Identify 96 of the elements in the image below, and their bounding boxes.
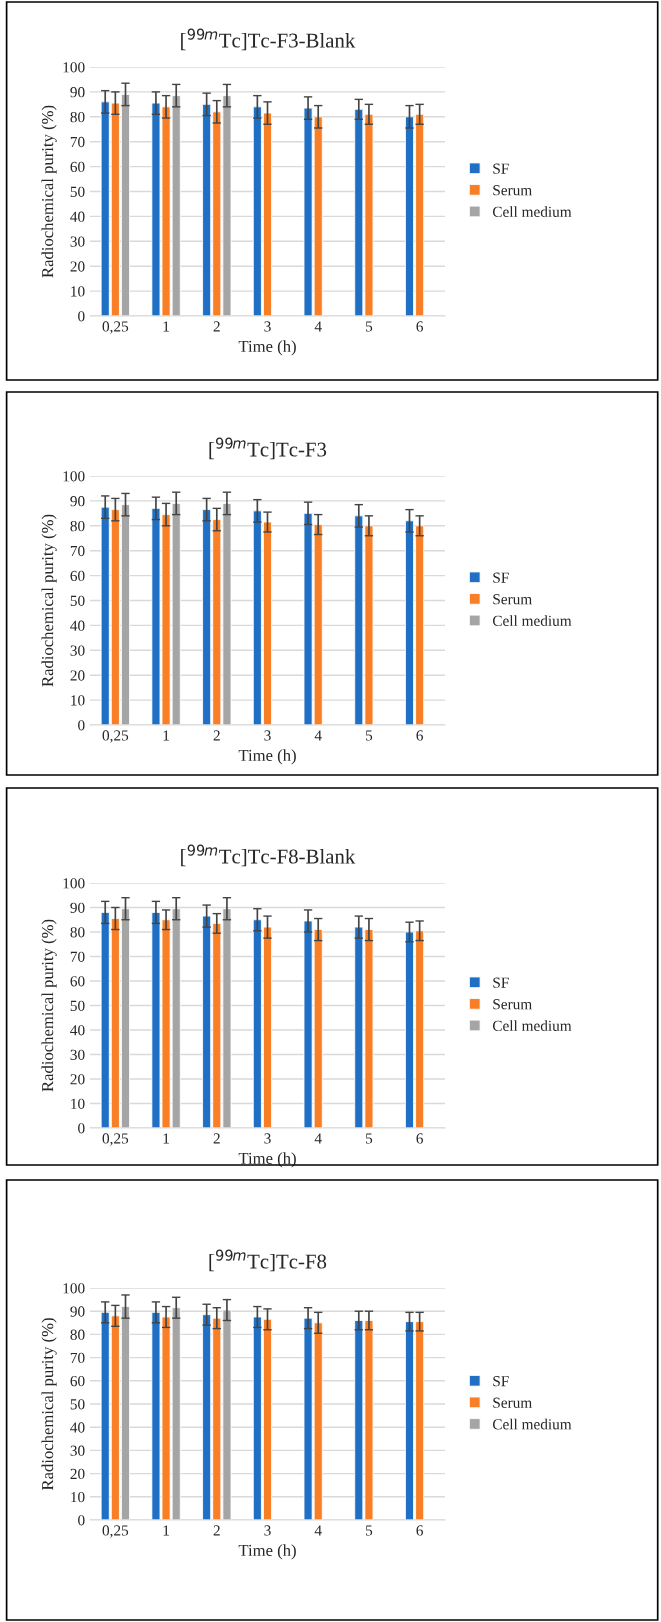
y-tick-label: 80 [70,927,85,938]
y-tick-label: 30 [70,645,85,656]
y-tick-label: 10 [71,1098,85,1109]
x-tick-label: 0,25 [102,730,129,743]
x-tick-label: 6 [416,1133,424,1144]
x-axis-title: Time (h) [238,1152,296,1168]
x-tick-label: 6 [416,730,424,741]
x-tick-label: 1 [163,730,169,741]
x-tick-label: 6 [416,321,424,332]
x-tick-label: 1 [163,321,169,332]
x-tick-label: 5 [366,1525,373,1536]
y-tick-label: 80 [70,520,85,532]
y-tick-label: 90 [70,1306,85,1317]
y-tick-label: 90 [70,87,85,98]
y-tick-label: 0 [78,1123,85,1134]
y-tick-label: 70 [70,136,85,148]
y-tick-label: 0 [78,311,85,322]
chart-title: [$^{99m}$Tc]Tc-F3 [209,437,327,460]
y-tick-label: 100 [63,471,85,482]
legend-label: Cell medium [492,1418,572,1430]
chart-title: [$^{99m}$Tc]Tc-F8 [209,1249,327,1272]
y-tick-label: 90 [70,496,85,507]
legend-label: Serum [493,185,532,196]
x-tick-label: 3 [264,1133,271,1144]
x-tick-label: 3 [264,321,271,332]
x-tick-label: 4 [314,321,322,332]
y-tick-label: 90 [70,902,85,913]
x-tick-label: 2 [213,1525,220,1536]
legend-label: Cell medium [492,615,572,626]
y-tick-label: 60 [70,161,85,173]
x-tick-label: 5 [366,730,373,741]
x-tick-label: 3 [264,730,271,741]
legend-label: SF [493,977,509,988]
y-tick-label: 50 [70,595,85,606]
y-tick-label: 100 [63,878,85,889]
chart-title: [$^{99m}$Tc]Tc-F8-Blank [181,844,356,867]
y-tick-label: 10 [71,695,85,706]
x-tick-label: 4 [314,730,322,741]
legend-label: Serum [493,999,532,1010]
y-tick-label: 70 [70,951,85,962]
y-tick-label: 60 [70,1375,85,1387]
x-tick-label: 1 [163,1525,169,1536]
y-tick-label: 20 [70,1074,85,1085]
x-axis-title: Time (h) [238,1544,296,1560]
y-tick-label: 50 [70,186,85,197]
x-tick-label: 1 [163,1133,169,1144]
x-tick-label: 0,25 [102,321,129,334]
y-tick-label: 40 [70,1422,85,1433]
x-tick-label: 4 [314,1133,322,1144]
y-tick-label: 50 [70,1000,85,1011]
y-tick-label: 0 [78,720,85,731]
legend-label: SF [493,1376,509,1387]
y-tick-label: 100 [63,62,85,73]
legend-label: Serum [493,1397,532,1408]
x-tick-label: 0,25 [102,1525,129,1538]
x-tick-label: 2 [213,321,220,332]
y-tick-label: 20 [70,261,85,272]
legend-label: SF [493,572,509,583]
y-tick-label: 40 [70,1025,85,1036]
y-tick-label: 30 [70,1049,85,1060]
y-tick-label: 40 [70,620,85,631]
x-tick-label: 6 [416,1525,424,1536]
y-tick-label: 20 [70,670,85,681]
y-tick-label: 30 [70,236,85,247]
y-axis-title: Radiochemical purity (%) [41,514,57,687]
x-axis-title: Time (h) [238,749,296,765]
y-tick-label: 60 [70,976,85,987]
y-tick-label: 70 [70,1352,85,1364]
y-tick-label: 80 [70,1329,85,1340]
y-tick-label: 50 [70,1399,85,1410]
chart-title: [$^{99m}$Tc]Tc-F3-Blank [181,28,356,51]
x-tick-label: 5 [366,1133,373,1144]
x-tick-label: 2 [213,730,220,741]
legend-label: Cell medium [492,206,572,217]
x-axis-title: Time (h) [238,340,296,356]
y-tick-label: 80 [70,111,85,123]
legend-label: Serum [493,594,532,605]
x-tick-label: 2 [213,1133,220,1144]
y-tick-label: 40 [70,211,85,222]
y-tick-label: 100 [63,1283,85,1294]
legend-label: Cell medium [492,1020,572,1031]
x-tick-label: 5 [366,321,373,332]
y-axis-title: Radiochemical purity (%) [41,1318,57,1491]
x-tick-label: 4 [314,1525,322,1536]
x-tick-label: 3 [264,1525,271,1536]
y-axis-title: Radiochemical purity (%) [41,919,57,1092]
y-tick-label: 0 [78,1515,85,1526]
y-tick-label: 30 [70,1445,85,1456]
y-axis-title: Radiochemical purity (%) [41,105,57,278]
y-tick-label: 20 [70,1468,85,1480]
y-tick-label: 70 [70,545,85,557]
y-tick-label: 10 [71,286,85,297]
legend-label: SF [493,163,509,174]
x-tick-label: 0,25 [102,1133,129,1146]
y-tick-label: 10 [71,1491,85,1503]
y-tick-label: 60 [70,570,85,582]
